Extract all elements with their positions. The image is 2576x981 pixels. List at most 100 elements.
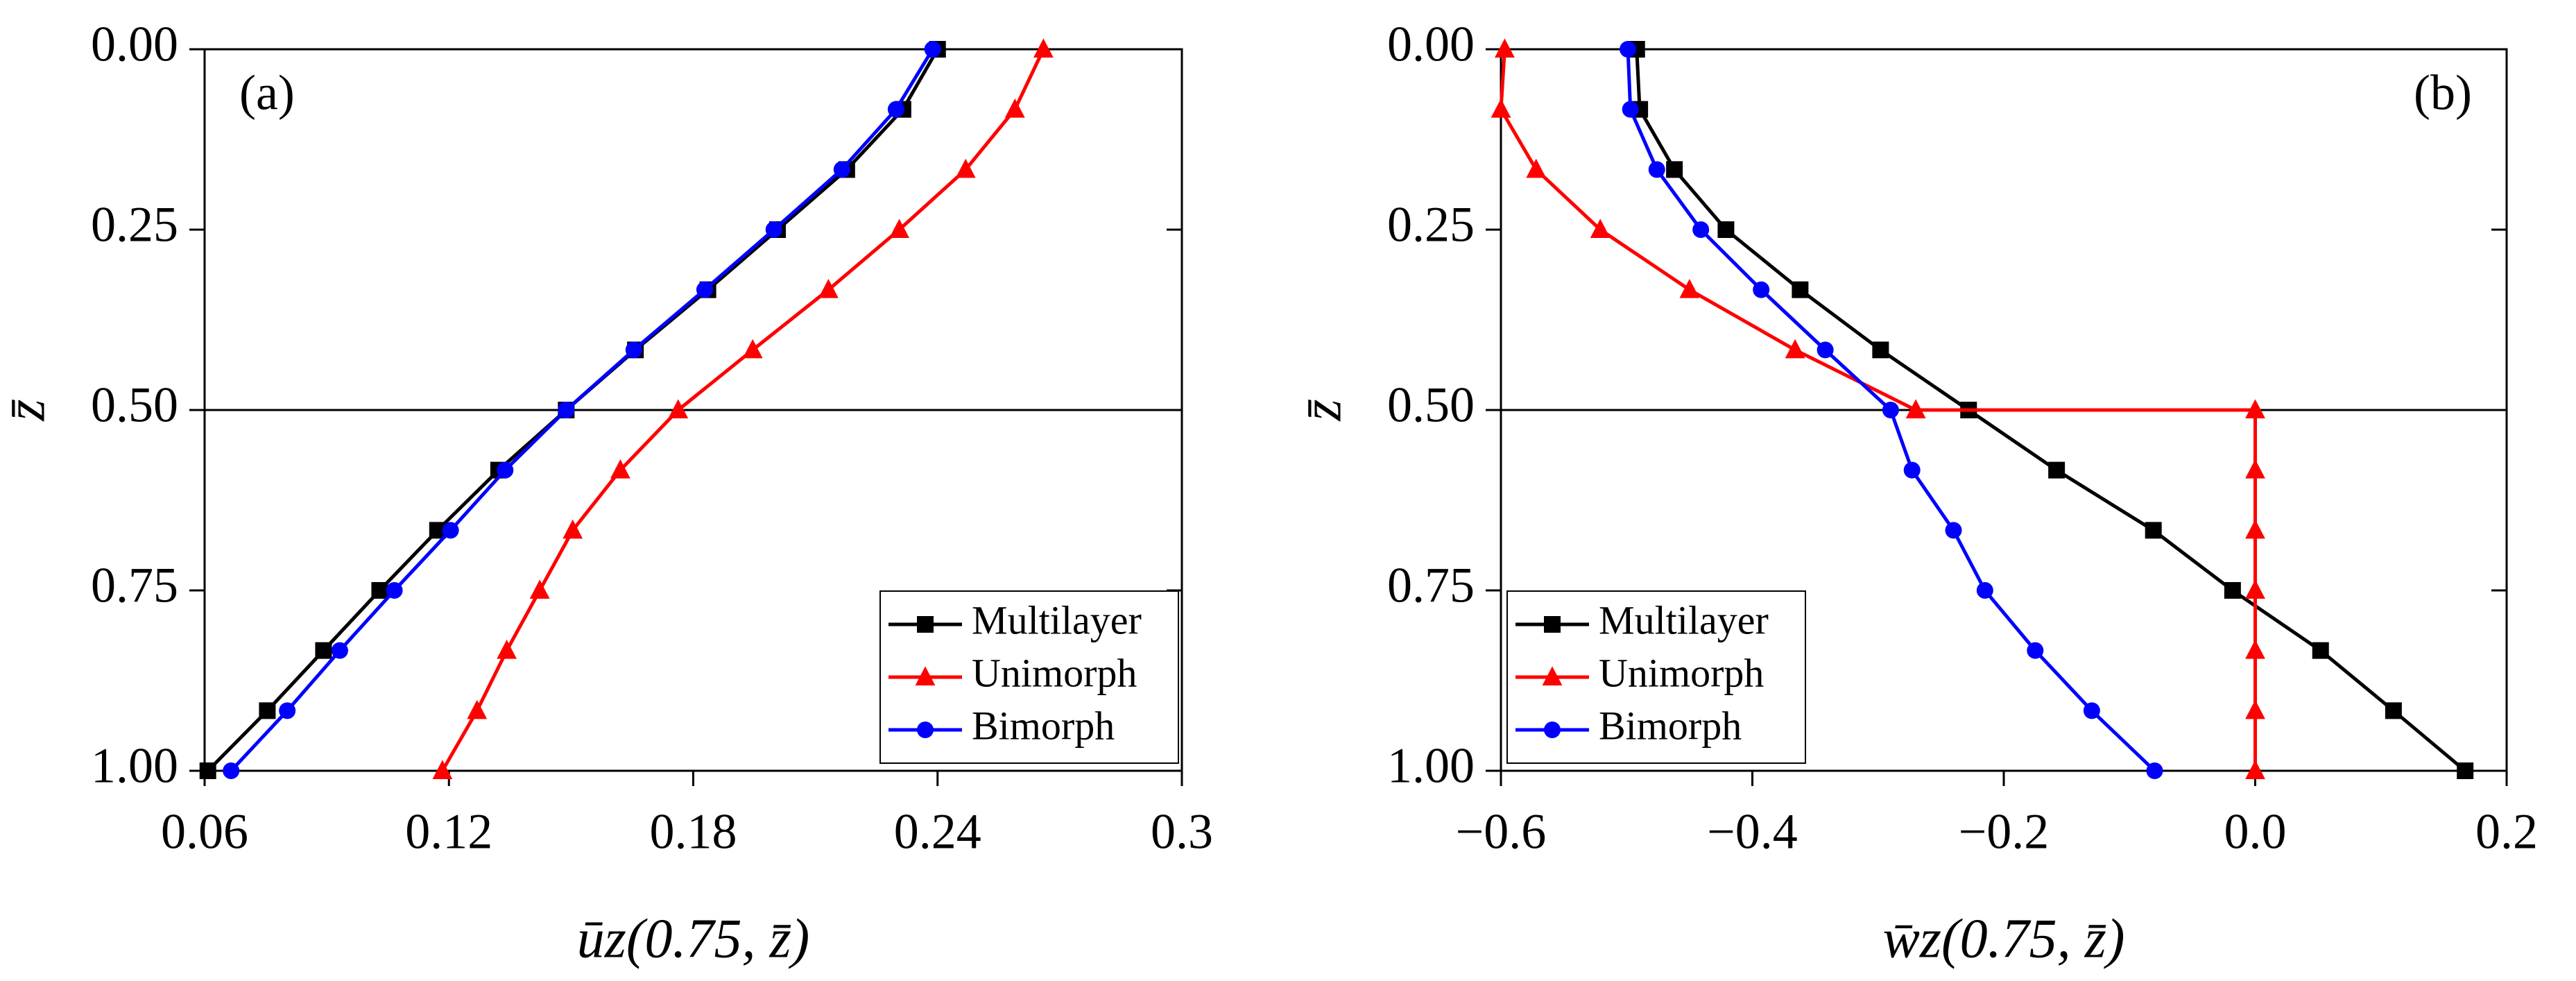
x-axis-label: w̄z(0.75, z̄)	[1883, 908, 2125, 969]
marker	[2245, 399, 2265, 418]
x-axis-label: ūz(0.75, z̄)	[577, 908, 810, 969]
marker	[529, 579, 550, 599]
y-tick-label: 0.00	[91, 17, 178, 72]
marker	[1648, 161, 1665, 178]
marker	[924, 41, 941, 58]
x-tick-label: 0.18	[650, 804, 737, 860]
marker	[765, 221, 782, 238]
marker	[259, 702, 276, 719]
marker	[1872, 341, 1889, 359]
marker	[1792, 281, 1809, 298]
legend-label: Multilayer	[1599, 597, 1769, 642]
x-tick-label: −0.4	[1707, 804, 1798, 860]
marker	[1945, 522, 1962, 539]
marker	[371, 582, 388, 599]
marker	[497, 640, 517, 659]
marker	[2457, 762, 2474, 779]
marker	[467, 699, 488, 719]
marker	[315, 642, 332, 659]
marker	[917, 722, 934, 738]
marker	[2245, 760, 2265, 779]
marker	[668, 399, 689, 418]
marker	[279, 702, 296, 719]
x-tick-label: 0.0	[2224, 804, 2287, 860]
x-tick-label: 0.3	[1151, 804, 1213, 860]
y-tick-label: 0.25	[91, 197, 178, 253]
y-tick-label: 0.75	[91, 558, 178, 613]
marker	[199, 762, 216, 779]
marker	[1033, 38, 1054, 58]
marker	[1976, 582, 1993, 599]
legend-label: Bimorph	[972, 703, 1115, 748]
legend-label: Unimorph	[972, 650, 1137, 695]
legend-label: Bimorph	[1599, 703, 1742, 748]
marker	[2083, 702, 2100, 719]
marker	[563, 519, 583, 539]
x-tick-label: 0.24	[894, 804, 981, 860]
marker	[915, 666, 936, 685]
marker	[1544, 722, 1561, 738]
marker	[610, 459, 630, 479]
marker	[442, 522, 459, 539]
marker	[1590, 219, 1611, 238]
marker	[1905, 399, 1926, 418]
x-tick-label: −0.6	[1456, 804, 1547, 860]
marker	[1717, 221, 1735, 238]
x-tick-label: −0.2	[1959, 804, 2050, 860]
marker	[1526, 158, 1547, 178]
marker	[558, 402, 575, 418]
marker	[1491, 99, 1511, 118]
marker	[1679, 279, 1700, 298]
marker	[1542, 666, 1563, 685]
marker	[696, 281, 713, 298]
marker	[1544, 616, 1561, 633]
marker	[1004, 99, 1025, 118]
marker	[223, 762, 240, 779]
y-tick-label: 0.25	[1387, 197, 1475, 253]
marker	[1620, 41, 1637, 58]
marker	[2312, 642, 2329, 659]
x-tick-label: 0.12	[405, 804, 492, 860]
marker	[887, 101, 904, 118]
marker	[1622, 101, 1639, 118]
marker	[1495, 38, 1515, 58]
plot-panel: 0.06 0.12 0.18 0.24 0.3 0.00 0.25 0.50 0.75 1.00 ū…	[0, 17, 1213, 970]
y-tick-label: 0.00	[1387, 17, 1475, 72]
marker	[386, 582, 403, 599]
marker	[2027, 642, 2044, 659]
marker	[2385, 702, 2402, 719]
marker	[497, 461, 514, 479]
marker	[2245, 519, 2265, 539]
marker	[1753, 281, 1770, 298]
marker	[331, 642, 348, 659]
y-axis-label: z̄	[0, 399, 56, 421]
marker	[1903, 461, 1921, 479]
marker	[833, 161, 850, 178]
marker	[1692, 221, 1710, 238]
marker	[917, 616, 934, 633]
y-tick-label: 0.75	[1387, 558, 1475, 613]
marker	[432, 760, 453, 779]
x-tick-label: 0.06	[161, 804, 248, 860]
marker	[1882, 402, 1899, 418]
y-tick-label: 1.00	[1387, 738, 1475, 794]
legend-label: Multilayer	[972, 597, 1142, 642]
marker	[818, 279, 839, 298]
marker	[2245, 640, 2265, 659]
y-axis-label: z̄	[1291, 399, 1353, 421]
panel-label: (a)	[239, 65, 295, 121]
marker	[889, 219, 909, 238]
legend: Multilayer Unimorph Bimorph	[879, 590, 1179, 764]
legend-label: Unimorph	[1599, 650, 1764, 695]
x-tick-label: 0.2	[2475, 804, 2538, 860]
marker	[2146, 762, 2163, 779]
y-tick-label: 0.50	[1387, 377, 1475, 433]
panel-label: (b)	[2414, 65, 2472, 121]
marker	[955, 158, 976, 178]
marker	[2245, 579, 2265, 599]
legend: Multilayer Unimorph Bimorph	[1506, 590, 1806, 764]
marker	[1785, 339, 1805, 359]
marker	[1817, 341, 1834, 359]
marker	[2145, 522, 2162, 539]
